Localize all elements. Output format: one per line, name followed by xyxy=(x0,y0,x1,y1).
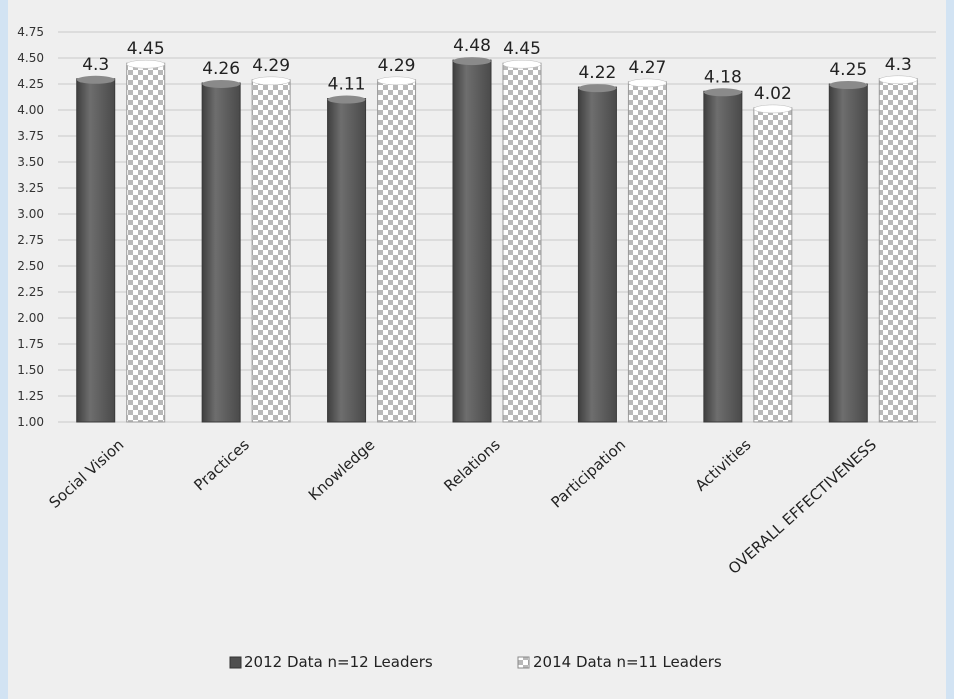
bar-2012-4 xyxy=(577,86,617,423)
data-label-2014: 4.29 xyxy=(252,56,290,76)
chart-frame: 1.00 1.25 1.50 1.75 2.00 2.25 2.50 2.75 3.00 3.25… xyxy=(8,0,946,699)
y-tick-label: 2.00 xyxy=(17,311,44,325)
bar-2012-0 xyxy=(76,78,116,423)
y-tick-label: 3.50 xyxy=(17,155,44,169)
bar-cap-2012-1 xyxy=(202,79,241,88)
data-labels-layer: 4.3 4.45 4.26 4.29 4.11 4.29 4.48 4.45 4.22 4.27 4… xyxy=(82,36,912,104)
data-label-2014: 4.45 xyxy=(127,39,165,59)
bar-2014-4 xyxy=(627,81,667,423)
data-label-2012: 4.48 xyxy=(453,36,491,56)
bar-2014-2 xyxy=(377,79,417,423)
y-tick-label: 3.25 xyxy=(17,181,44,195)
bar-cap-2014-4 xyxy=(628,78,667,88)
y-tick-label: 3.75 xyxy=(17,129,44,143)
bar-cap-2012-2 xyxy=(327,95,366,104)
bar-cap-2012-4 xyxy=(578,84,617,93)
x-category-label: Activities xyxy=(692,435,755,494)
data-label-2012: 4.25 xyxy=(829,60,867,80)
y-tick-label: 4.50 xyxy=(17,51,44,65)
x-axis-labels: Social Vision Practices Knowledge Relations… xyxy=(45,435,879,577)
bar-2014-0 xyxy=(126,62,166,423)
x-category-label: OVERALL EFFECTIVENESS xyxy=(725,436,880,578)
bar-2012-1 xyxy=(201,82,241,423)
y-tick-label: 2.25 xyxy=(17,285,44,299)
data-label-2012: 4.18 xyxy=(704,67,742,87)
y-tick-label: 1.75 xyxy=(17,337,44,351)
y-tick-label: 1.25 xyxy=(17,389,44,403)
y-tick-label: 4.75 xyxy=(17,25,44,39)
bar-2014-1 xyxy=(251,79,291,423)
legend-label-2014: 2014 Data n=11 Leaders xyxy=(533,653,722,671)
bar-cap-2014-2 xyxy=(377,76,416,86)
data-label-2014: 4.45 xyxy=(503,39,541,59)
legend-label-2012: 2012 Data n=12 Leaders xyxy=(244,653,433,671)
x-category-label: Knowledge xyxy=(305,436,378,505)
y-tick-label: 4.25 xyxy=(17,77,44,91)
bar-cap-2012-3 xyxy=(453,57,491,66)
data-label-2012: 4.26 xyxy=(202,59,240,79)
data-label-2012: 4.3 xyxy=(82,55,109,75)
bar-2012-2 xyxy=(327,98,367,423)
x-category-label: Practices xyxy=(190,435,253,494)
y-tick-label: 1.50 xyxy=(17,363,44,377)
x-category-label: Relations xyxy=(440,435,503,495)
data-label-2014: 4.29 xyxy=(378,56,416,76)
bar-2012-6 xyxy=(828,83,868,423)
bar-cap-2014-5 xyxy=(753,104,793,114)
data-label-2012: 4.22 xyxy=(578,63,616,83)
bar-2012-3 xyxy=(452,59,492,423)
y-axis-ticks: 1.00 1.25 1.50 1.75 2.00 2.25 2.50 2.75 3.00 3.25… xyxy=(17,25,44,429)
grid-layer xyxy=(58,31,936,423)
bar-cap-2012-6 xyxy=(829,81,868,89)
data-label-2014: 4.27 xyxy=(628,58,666,78)
legend-swatch-2012 xyxy=(229,656,242,669)
bar-cap-2014-0 xyxy=(126,59,165,69)
data-label-2014: 4.02 xyxy=(754,84,792,104)
data-label-2012: 4.11 xyxy=(328,75,366,95)
y-tick-label: 2.50 xyxy=(17,259,44,273)
bar-2014-6 xyxy=(878,78,918,423)
bar-cap-2014-3 xyxy=(502,59,542,69)
bars-layer xyxy=(76,57,918,423)
y-tick-label: 3.00 xyxy=(17,207,44,221)
y-tick-label: 1.00 xyxy=(17,415,44,429)
x-category-label: Social Vision xyxy=(45,436,127,512)
bar-chart: 1.00 1.25 1.50 1.75 2.00 2.25 2.50 2.75 3.00 3.25… xyxy=(17,25,936,671)
y-tick-label: 4.00 xyxy=(17,103,44,117)
y-tick-label: 2.75 xyxy=(17,233,44,247)
bar-cap-2014-1 xyxy=(251,76,291,86)
legend: 2012 Data n=12 Leaders 2014 Data n=11 Lea… xyxy=(229,653,722,671)
bar-2014-5 xyxy=(753,107,793,423)
bar-2012-5 xyxy=(703,90,743,423)
data-label-2014: 4.3 xyxy=(885,55,912,75)
legend-swatch-2014 xyxy=(517,656,530,669)
bar-cap-2012-5 xyxy=(703,88,742,97)
x-category-label: Participation xyxy=(547,436,629,512)
bar-2014-3 xyxy=(502,62,542,423)
bar-cap-2012-0 xyxy=(76,75,115,84)
bar-cap-2014-6 xyxy=(879,75,918,85)
